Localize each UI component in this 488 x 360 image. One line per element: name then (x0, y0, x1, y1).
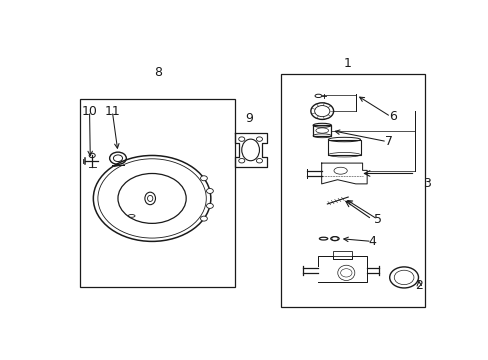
Text: 8: 8 (153, 66, 162, 79)
Text: 2: 2 (414, 279, 422, 292)
Bar (280, 74, 424, 307)
Circle shape (206, 203, 213, 208)
Text: 5: 5 (373, 213, 381, 226)
Bar (312, 125, 331, 136)
Bar (327, 140, 360, 155)
Text: 6: 6 (388, 110, 396, 123)
Circle shape (206, 189, 213, 193)
Circle shape (200, 216, 207, 221)
Bar (80, 99, 235, 287)
Text: 9: 9 (244, 112, 252, 125)
Text: 10: 10 (81, 105, 97, 118)
Text: 3: 3 (422, 177, 430, 190)
Bar (332, 251, 351, 256)
Text: 7: 7 (384, 135, 392, 148)
Text: 11: 11 (104, 105, 120, 118)
Circle shape (200, 176, 207, 181)
Text: 4: 4 (367, 235, 375, 248)
Text: 1: 1 (343, 58, 350, 71)
